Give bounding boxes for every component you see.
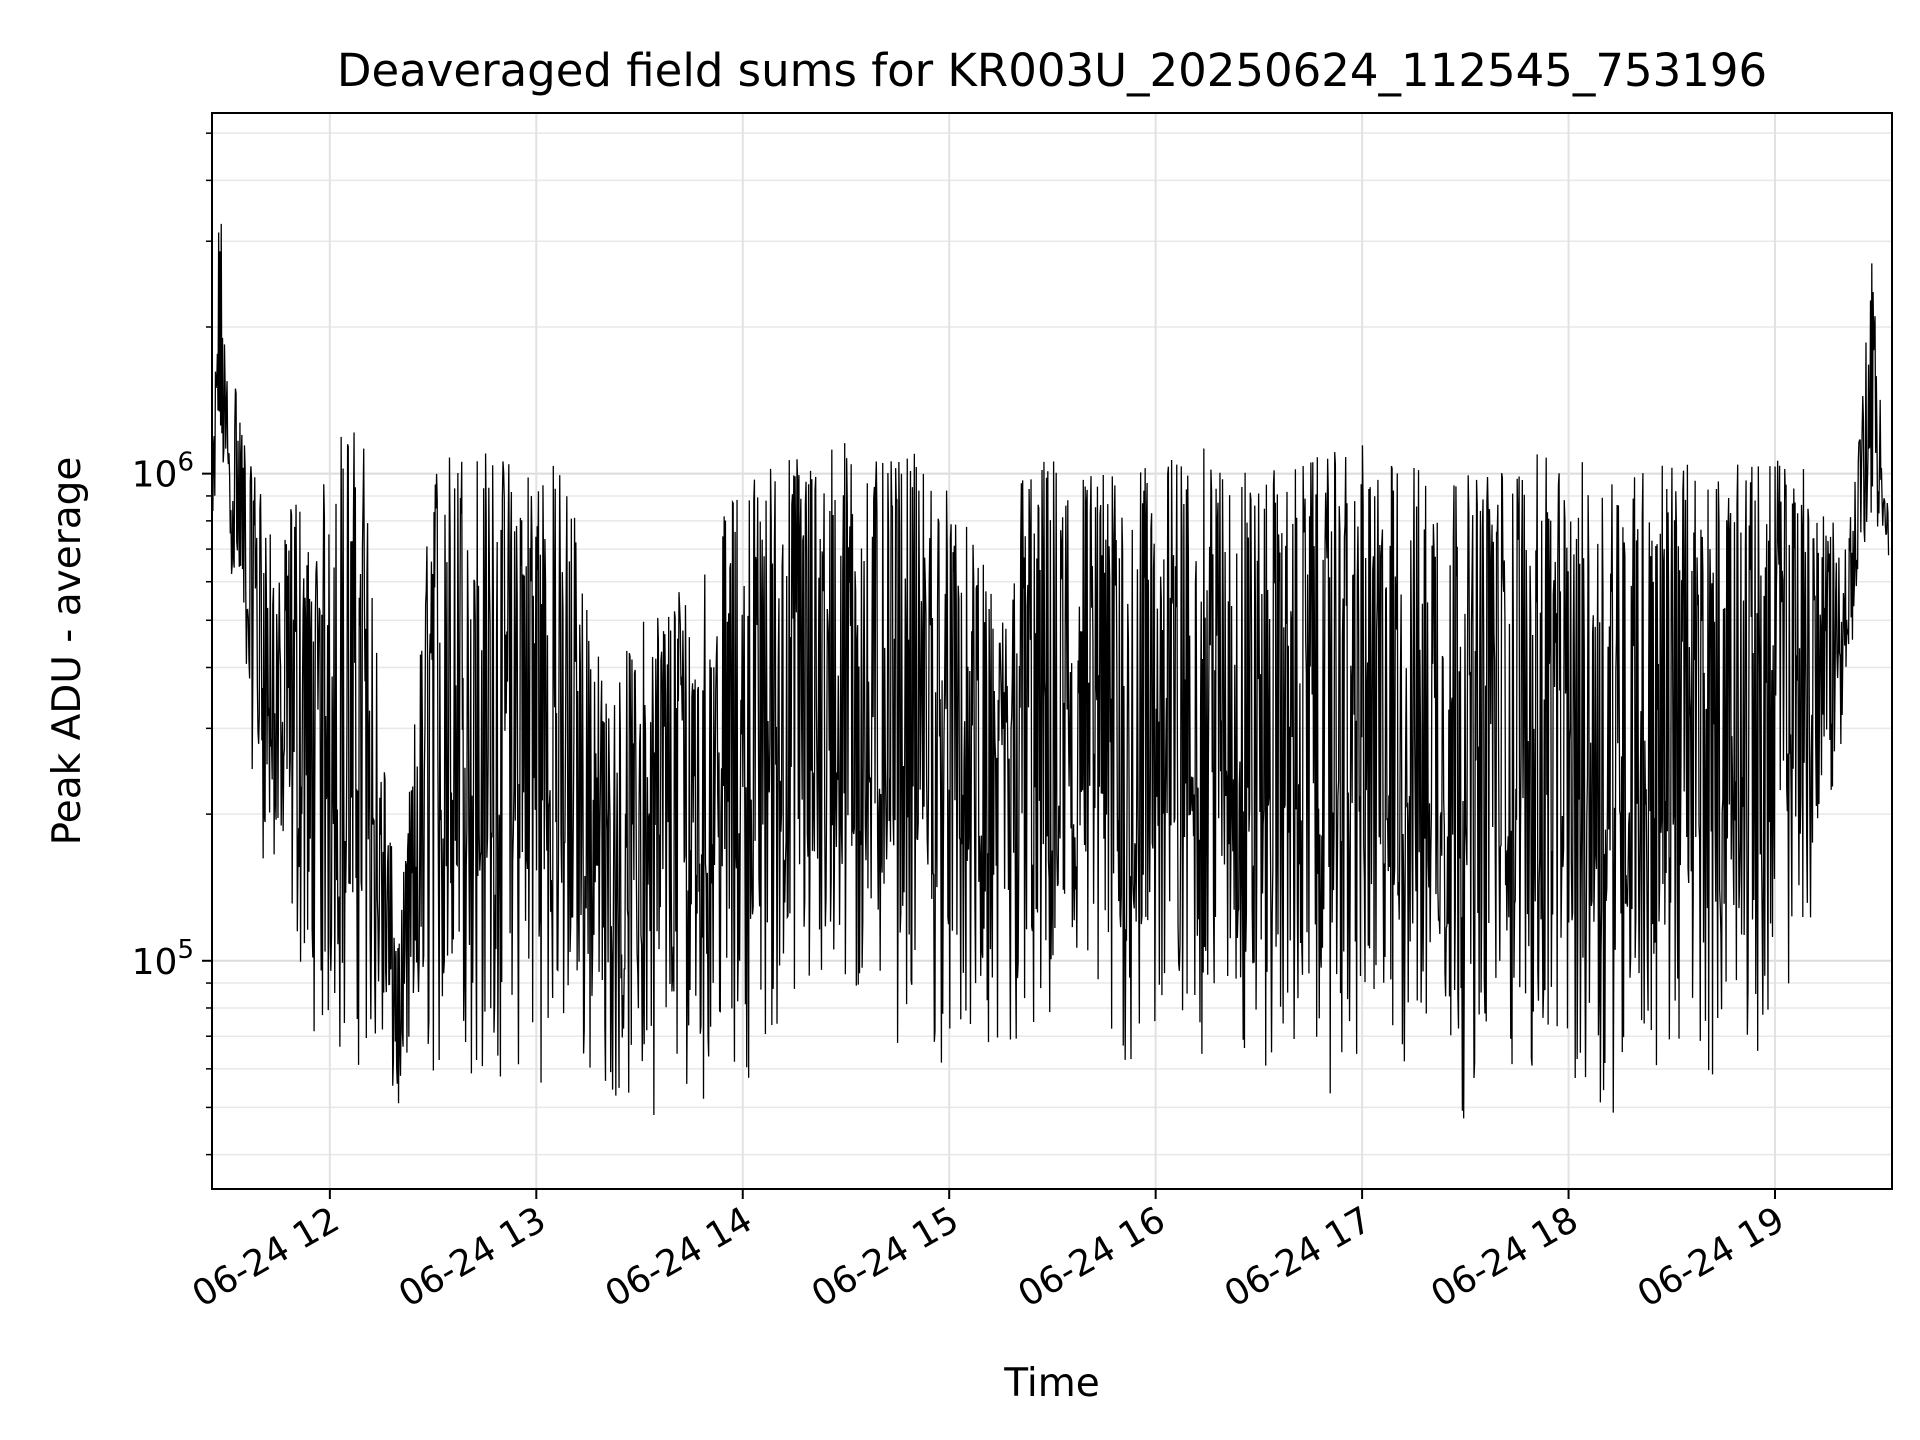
y-tick-label: 106 — [132, 448, 194, 496]
y-axis: 105 106 — [132, 132, 212, 1156]
axes-frame — [211, 112, 1893, 1190]
plot-area — [212, 223, 1890, 1119]
y-tick-label: 105 — [132, 935, 194, 983]
chart-title: Deaveraged field sums for KR003U_2025062… — [337, 44, 1767, 97]
y-axis-label: Peak ADU - average — [45, 457, 90, 846]
series-line — [212, 223, 1890, 1119]
x-axis-label: Time — [1003, 1361, 1099, 1406]
